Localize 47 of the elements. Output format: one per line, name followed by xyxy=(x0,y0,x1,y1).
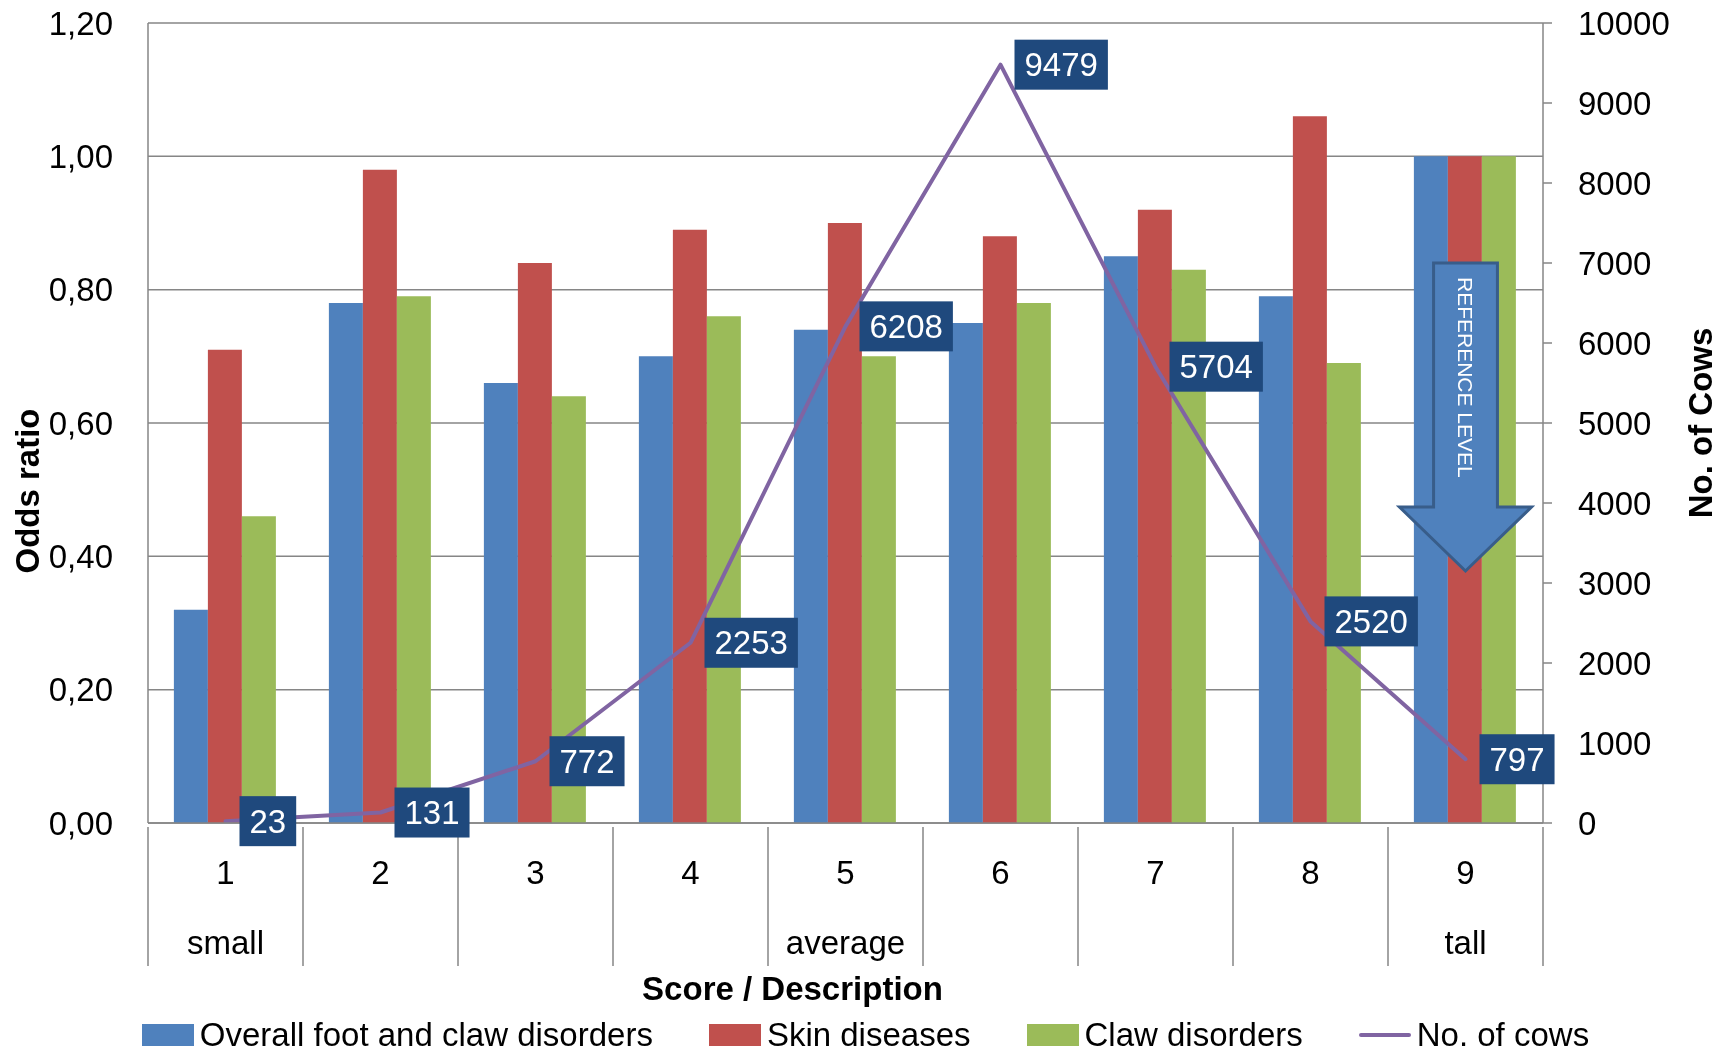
data-label: 2253 xyxy=(714,624,788,662)
y2-axis-title: No. of Cows xyxy=(1681,327,1719,519)
annotation: REFERENCE LEVEL xyxy=(1454,277,1477,478)
legend-label: Claw disorders xyxy=(1084,1016,1303,1054)
y2-tick-label: 4000 xyxy=(1578,484,1652,522)
y2-tick-label: 8000 xyxy=(1578,164,1652,202)
text: tall xyxy=(1444,923,1487,961)
data-label: 23 xyxy=(249,802,287,840)
data-label: 772 xyxy=(559,742,615,780)
x-tick-label: 7 xyxy=(1146,853,1165,891)
data-label: 9479 xyxy=(1024,46,1098,84)
y2-tick-label: 0 xyxy=(1578,804,1597,842)
data-label: 131 xyxy=(404,794,460,832)
x-tick-label: 2 xyxy=(371,853,390,891)
legend-label: Skin diseases xyxy=(766,1016,971,1054)
y-tick-label: 0,40 xyxy=(48,538,113,576)
y2-tick-label: 3000 xyxy=(1578,564,1652,602)
y2-tick-label: 5000 xyxy=(1578,404,1652,442)
x-tick-label: 4 xyxy=(681,853,700,891)
legend-label: No. of cows xyxy=(1416,1016,1590,1054)
data-label: 6208 xyxy=(869,307,943,345)
y2-tick-label: 2000 xyxy=(1578,644,1652,682)
y2-tick-label: 10000 xyxy=(1578,4,1670,42)
x-tick-label: 5 xyxy=(836,853,855,891)
x-tick-label: 6 xyxy=(991,853,1010,891)
y-tick-label: 0,20 xyxy=(48,671,113,709)
x-tick-label: 9 xyxy=(1456,853,1475,891)
y-tick-label: 0,00 xyxy=(48,804,113,842)
y-tick-label: 0,60 xyxy=(48,404,113,442)
y2-tick-label: 9000 xyxy=(1578,84,1652,122)
y-axis-title: Odds ratio xyxy=(8,408,46,574)
data-label: 2520 xyxy=(1334,602,1408,640)
y-tick-label: 1,00 xyxy=(48,138,113,176)
x-axis-title: Score / Description xyxy=(642,969,943,1007)
x-tick-label: 8 xyxy=(1301,853,1320,891)
y2-tick-label: 7000 xyxy=(1578,244,1652,282)
y2-tick-label: 6000 xyxy=(1578,324,1652,362)
legend-label: Overall foot and claw disorders xyxy=(199,1016,653,1054)
y-tick-label: 1,20 xyxy=(48,4,113,42)
data-label: 797 xyxy=(1489,740,1545,778)
text: average xyxy=(785,923,906,961)
y-tick-label: 0,80 xyxy=(48,271,113,309)
y2-tick-label: 1000 xyxy=(1578,724,1652,762)
data-label: 5704 xyxy=(1179,348,1253,386)
x-tick-label: 1 xyxy=(216,853,235,891)
x-tick-label: 3 xyxy=(526,853,545,891)
text: small xyxy=(186,923,265,961)
